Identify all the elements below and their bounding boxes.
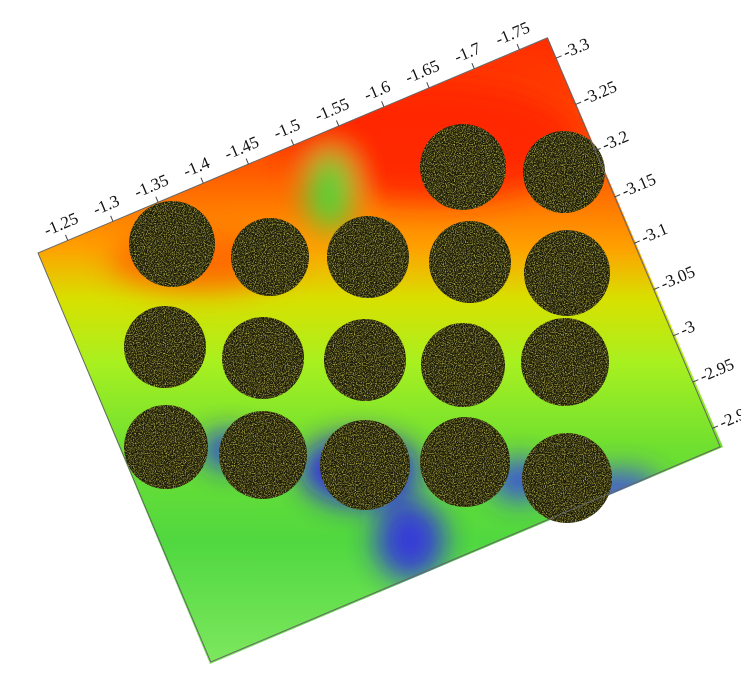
y-tick-label: -3.25 — [580, 77, 620, 108]
y-tick-label: -2.9 — [716, 404, 741, 432]
x-tick-label: -1.5 — [271, 115, 303, 143]
y-tick-label: -3.2 — [599, 127, 631, 155]
x-tick — [65, 235, 67, 241]
y-tick — [556, 56, 562, 58]
y-tick-label: -2.95 — [697, 355, 737, 386]
x-tick — [336, 120, 338, 126]
chart: -1.25 -1.3 -1.35 -1.4 -1.45 -1.5 -1.55 -1.6 -1.6… — [0, 0, 741, 686]
x-tick — [382, 101, 384, 107]
x-tick — [111, 216, 113, 222]
x-tick-label: -1.25 — [41, 209, 81, 240]
y-tick-label: -3.15 — [619, 169, 659, 200]
x-tick-label: -1.6 — [361, 77, 393, 105]
x-tick-label: -1.65 — [402, 56, 442, 87]
y-tick-label: -3 — [677, 317, 697, 340]
x-tick — [472, 63, 474, 69]
x-tick-label: -1.75 — [493, 18, 533, 49]
x-tick — [427, 82, 429, 88]
x-tick-label: -1.3 — [90, 191, 122, 219]
x-tick — [291, 139, 293, 145]
x-tick-label: -1.55 — [312, 94, 352, 125]
x-tick-label: -1.35 — [131, 170, 171, 201]
x-tick — [517, 44, 519, 50]
x-tick — [246, 159, 248, 165]
y-tick-label: -3.05 — [658, 262, 698, 293]
y-tick-label: -3.3 — [560, 34, 592, 62]
y-tick — [576, 102, 582, 104]
x-tick — [201, 178, 203, 184]
y-tick-label: -3.1 — [638, 219, 670, 247]
x-tick — [156, 197, 158, 203]
x-tick-label: -1.45 — [222, 132, 262, 163]
x-tick-label: -1.7 — [451, 38, 484, 66]
page: -1.25 -1.3 -1.35 -1.4 -1.45 -1.5 -1.55 -1.6 -1.6… — [0, 0, 741, 686]
x-tick-label: -1.4 — [180, 153, 213, 181]
